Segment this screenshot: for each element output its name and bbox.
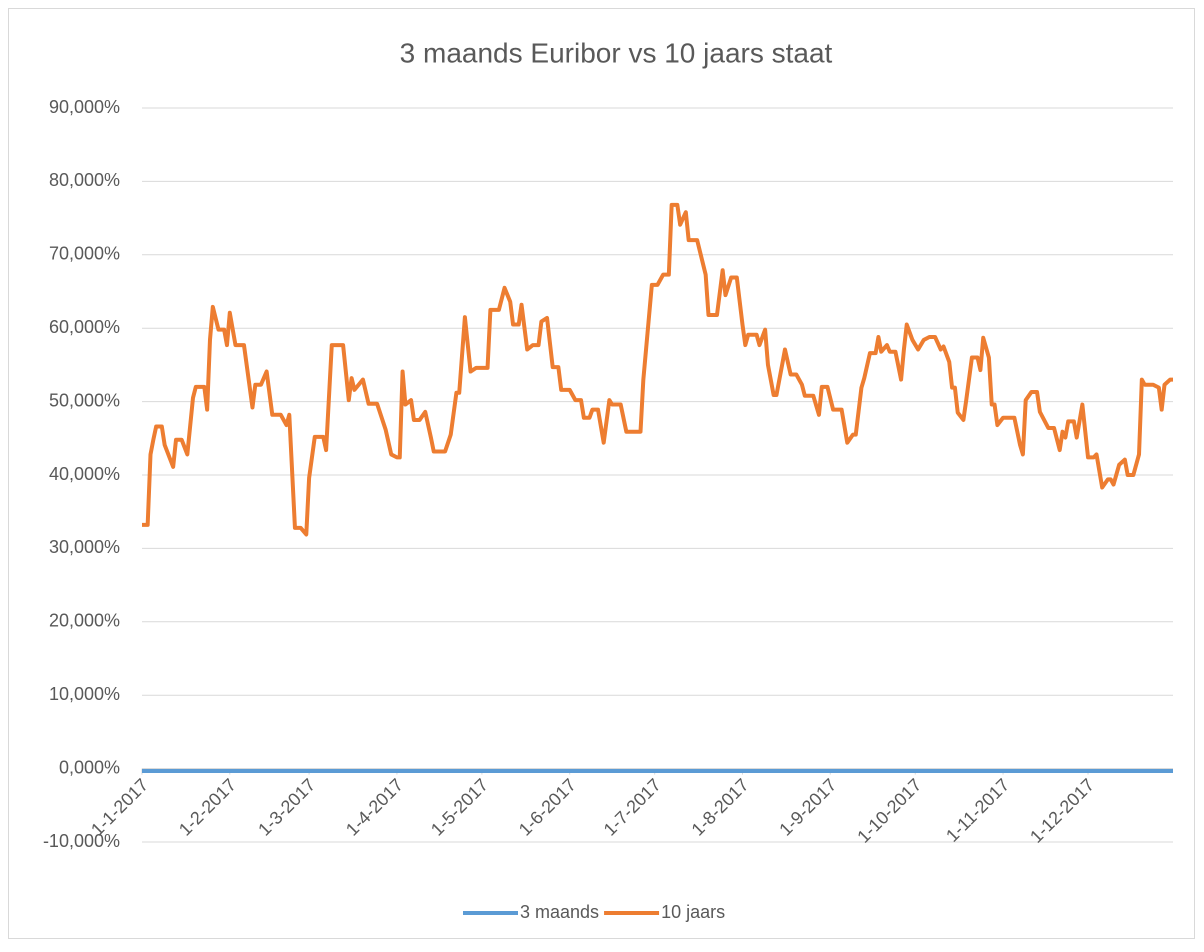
y-tick-label: 40,000%	[49, 464, 120, 484]
y-tick-label: 30,000%	[49, 537, 120, 557]
y-tick-label: 90,000%	[49, 97, 120, 117]
y-tick-label: 0,000%	[59, 757, 120, 777]
y-tick-label: 60,000%	[49, 317, 120, 337]
y-tick-label: 70,000%	[49, 244, 120, 264]
y-tick-label: 20,000%	[49, 611, 120, 631]
legend-label: 10 jaars	[661, 902, 725, 922]
y-tick-label: -10,000%	[43, 831, 120, 851]
legend-label: 3 maands	[520, 902, 599, 922]
y-tick-label: 10,000%	[49, 684, 120, 704]
chart-frame	[9, 9, 1195, 939]
y-tick-label: 80,000%	[49, 170, 120, 190]
chart-title: 3 maands Euribor vs 10 jaars staat	[400, 37, 833, 68]
y-tick-label: 50,000%	[49, 390, 120, 410]
